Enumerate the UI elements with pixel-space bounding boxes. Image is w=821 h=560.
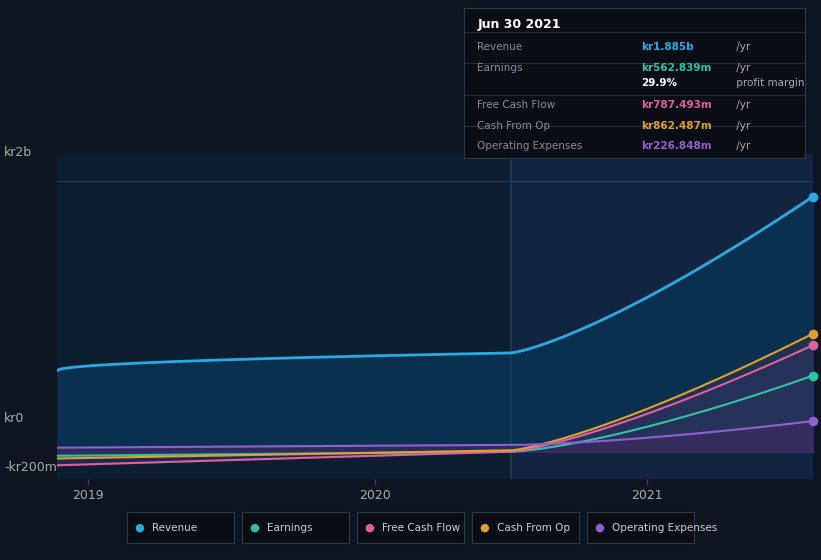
Text: Jun 30 2021: Jun 30 2021 xyxy=(478,18,561,31)
Text: ●: ● xyxy=(479,523,489,533)
Text: Earnings: Earnings xyxy=(267,523,312,533)
Text: Free Cash Flow: Free Cash Flow xyxy=(478,100,556,110)
Point xyxy=(806,192,819,201)
Bar xyxy=(511,154,813,479)
Text: Revenue: Revenue xyxy=(152,523,197,533)
Text: /yr: /yr xyxy=(733,141,750,151)
Text: Operating Expenses: Operating Expenses xyxy=(478,141,583,151)
Text: ●: ● xyxy=(365,523,374,533)
Text: kr862.487m: kr862.487m xyxy=(641,122,712,132)
Text: ●: ● xyxy=(250,523,259,533)
Text: kr0: kr0 xyxy=(4,412,25,426)
Text: Earnings: Earnings xyxy=(478,63,523,73)
Text: kr787.493m: kr787.493m xyxy=(641,100,712,110)
Point xyxy=(806,417,819,426)
Text: Free Cash Flow: Free Cash Flow xyxy=(382,523,460,533)
Text: kr226.848m: kr226.848m xyxy=(641,141,712,151)
Text: kr562.839m: kr562.839m xyxy=(641,63,712,73)
Text: Cash From Op: Cash From Op xyxy=(497,523,570,533)
Point xyxy=(806,340,819,349)
Text: Revenue: Revenue xyxy=(478,42,523,52)
Text: ●: ● xyxy=(135,523,144,533)
Text: Cash From Op: Cash From Op xyxy=(478,122,551,132)
Point xyxy=(806,329,819,338)
Text: kr1.885b: kr1.885b xyxy=(641,42,694,52)
Text: kr2b: kr2b xyxy=(4,146,32,159)
Text: 29.9%: 29.9% xyxy=(641,78,677,88)
Text: -kr200m: -kr200m xyxy=(4,461,57,474)
Text: /yr: /yr xyxy=(733,122,750,132)
Point xyxy=(806,371,819,380)
Text: /yr: /yr xyxy=(733,100,750,110)
Text: /yr: /yr xyxy=(733,42,750,52)
Text: ●: ● xyxy=(594,523,604,533)
Text: /yr: /yr xyxy=(733,63,750,73)
Text: profit margin: profit margin xyxy=(733,78,805,88)
Text: Operating Expenses: Operating Expenses xyxy=(612,523,717,533)
